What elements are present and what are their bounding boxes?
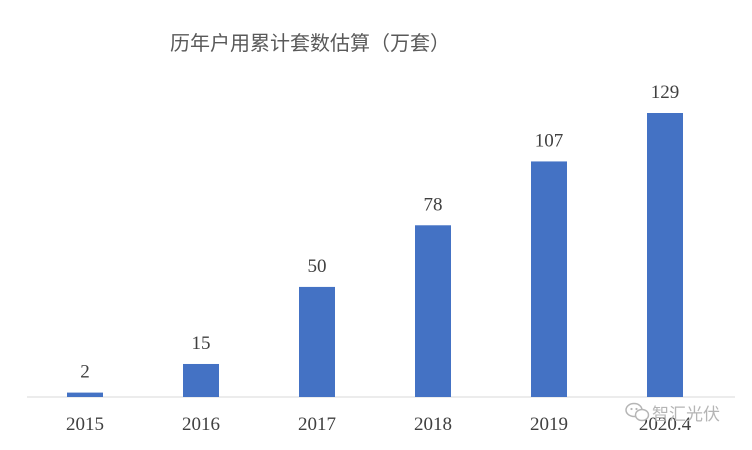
data-label-2016: 15 <box>192 333 211 354</box>
x-tick-label-2015: 2015 <box>66 414 104 435</box>
wechat-icon <box>625 402 650 422</box>
x-tick-label-2016: 2016 <box>182 414 220 435</box>
data-labels-group: 2 15 50 78 107 129 <box>80 82 679 383</box>
bar-2015 <box>67 392 103 397</box>
x-tick-label-2017: 2017 <box>298 414 336 435</box>
bar-2017 <box>299 286 335 397</box>
watermark-text: 智汇光伏 <box>652 405 720 425</box>
x-tick-label-2019: 2019 <box>530 414 568 435</box>
data-label-2017: 50 <box>308 256 327 277</box>
data-label-2019: 107 <box>535 130 564 151</box>
bar-2016 <box>183 363 219 397</box>
chart-title: 历年户用累计套数估算（万套） <box>170 31 450 55</box>
bar-2020.4 <box>647 113 683 397</box>
x-tick-label-2020.4: 2020.4 <box>639 414 692 435</box>
data-label-2018: 78 <box>424 194 443 215</box>
bars-group <box>67 113 683 397</box>
watermark: 智汇光伏 <box>625 402 720 425</box>
x-tick-labels-group: 2015 2016 2017 2018 2019 2020.4 <box>66 414 692 435</box>
data-label-2020.4: 129 <box>651 82 680 103</box>
data-label-2015: 2 <box>80 362 90 383</box>
bar-2018 <box>415 225 451 397</box>
bar-2019 <box>531 161 567 397</box>
x-tick-label-2018: 2018 <box>414 414 452 435</box>
